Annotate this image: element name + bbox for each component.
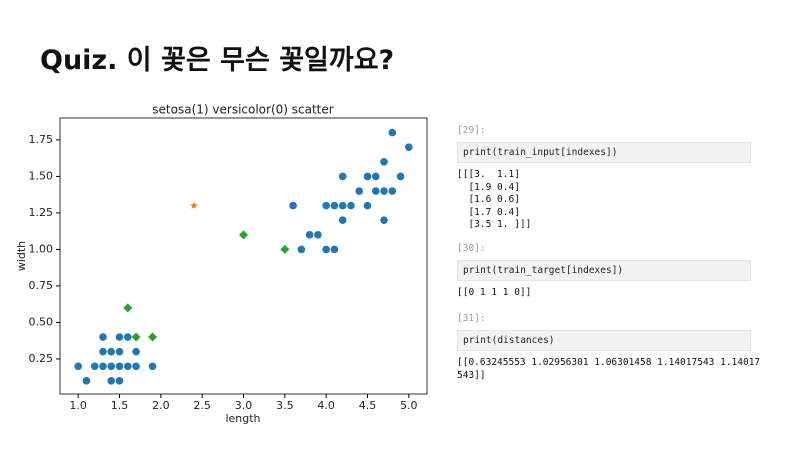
point <box>280 244 290 254</box>
point <box>388 128 397 137</box>
notebook-cell: [30]: print(train_target[indexes]) [[0 1 1… <box>457 243 751 300</box>
output-line: [1.6 0.6] <box>457 194 520 205</box>
slide-title: Quiz. 이 꽃은 무슨 꽃일까요? <box>40 45 395 76</box>
point <box>363 201 372 210</box>
point <box>132 347 140 356</box>
notebook-cell: [31]: print(distances) [[0.63245553 1.0295… <box>457 313 761 382</box>
point <box>355 187 364 195</box>
point <box>131 332 141 342</box>
output-line: 543]] <box>457 369 486 381</box>
point <box>107 347 116 356</box>
point <box>148 332 158 342</box>
point <box>347 201 355 210</box>
cell-code: print(train_input[indexes]) <box>457 142 751 163</box>
point <box>190 201 198 209</box>
x-tick-label: 2.5 <box>193 399 211 412</box>
y-tick-label: 0.25 <box>29 352 54 365</box>
point <box>388 187 397 195</box>
x-axis-label: length <box>225 412 260 425</box>
point <box>305 231 314 239</box>
point <box>380 158 388 166</box>
chart-title: setosa(1) versicolor(0) scatter <box>152 103 333 117</box>
point <box>289 201 297 210</box>
cell-code: print(train_target[indexes]) <box>457 260 751 281</box>
cell-prompt: [31]: <box>457 313 486 324</box>
x-tick-label: 4.0 <box>317 399 335 412</box>
point <box>99 362 107 371</box>
notebook-cell: [29]: print(train_input[indexes]) [[[3. 1.… <box>457 125 751 232</box>
point <box>74 362 82 371</box>
output-line: [1.7 0.4] <box>457 206 520 218</box>
point <box>115 347 124 356</box>
x-tick-label: 3.0 <box>235 399 253 412</box>
cell-output: [[0.63245553 1.02956301 1.06301458 1.140… <box>457 357 761 382</box>
x-tick-label: 4.5 <box>359 399 377 412</box>
point <box>314 231 322 239</box>
point <box>123 333 132 341</box>
point <box>148 362 157 371</box>
y-tick-label: 0.75 <box>29 279 54 292</box>
point <box>115 362 124 371</box>
point <box>99 347 107 356</box>
point <box>338 172 347 181</box>
x-tick-label: 1.0 <box>69 399 87 412</box>
y-tick-label: 1.75 <box>29 133 54 146</box>
y-tick-label: 1.50 <box>29 169 54 182</box>
point <box>380 216 388 225</box>
y-axis-label: width <box>15 241 28 271</box>
cell-output: [[0 1 1 1 0]] <box>457 287 751 300</box>
point <box>371 187 380 195</box>
output-line: [[[3. 1.1] <box>457 169 520 180</box>
x-tick-label: 3.5 <box>276 399 294 412</box>
x-tick-label: 1.5 <box>111 399 129 412</box>
output-line: [1.9 0.4] <box>457 181 520 193</box>
point <box>123 303 133 313</box>
plot-frame <box>59 117 428 395</box>
point <box>239 230 248 240</box>
point <box>107 362 116 371</box>
x-tick-label: 5.0 <box>400 399 418 412</box>
cell-prompt: [30]: <box>457 243 486 254</box>
point <box>82 377 91 385</box>
point <box>297 245 306 254</box>
point <box>107 377 116 385</box>
point <box>380 187 388 195</box>
cell-output: [[[3. 1.1] [1.9 0.4] [1.6 0.6] [1.7 0.4]… <box>457 169 751 232</box>
output-line: [[0.63245553 1.02956301 1.06301458 1.140… <box>457 357 761 368</box>
point <box>363 172 372 181</box>
point <box>396 172 405 181</box>
point <box>322 245 330 254</box>
x-tick-label: 2.0 <box>152 399 170 412</box>
cell-code: print(distances) <box>457 330 751 351</box>
point <box>115 377 124 385</box>
output-line: [[0 1 1 1 0]] <box>457 287 532 298</box>
point <box>99 333 107 341</box>
point <box>322 201 330 210</box>
point <box>371 172 380 181</box>
point <box>330 201 339 210</box>
point <box>338 216 347 225</box>
y-tick-label: 1.25 <box>29 206 54 219</box>
point <box>90 362 99 371</box>
point <box>132 362 140 371</box>
point <box>115 333 124 341</box>
point <box>405 143 413 152</box>
cell-prompt: [29]: <box>457 125 486 136</box>
point <box>338 201 347 210</box>
point <box>330 245 339 254</box>
y-tick-label: 0.50 <box>29 315 54 328</box>
output-line: [3.5 1. ]]] <box>457 219 532 230</box>
y-tick-label: 1.00 <box>29 242 54 255</box>
point <box>123 362 132 371</box>
